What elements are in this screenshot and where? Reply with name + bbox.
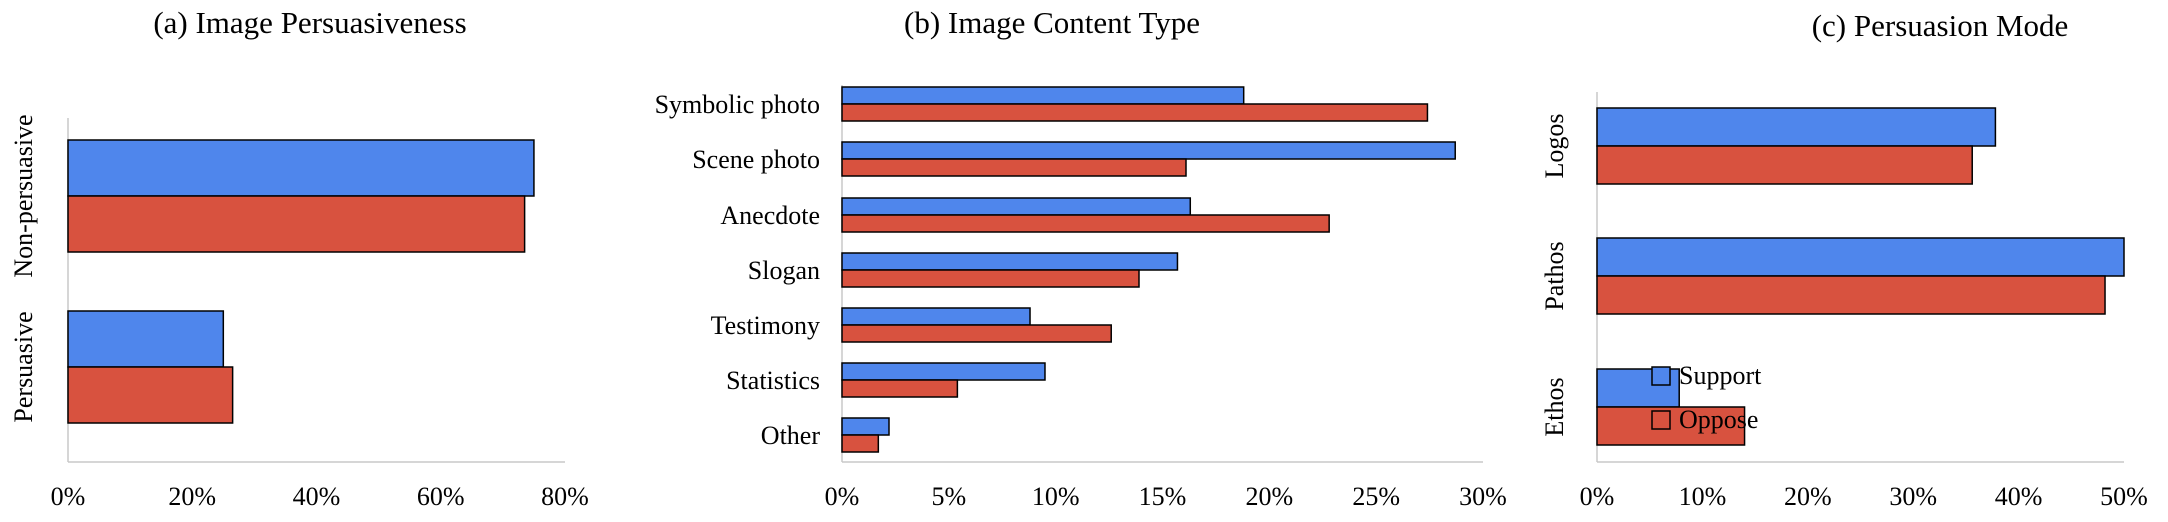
chart-panels: (a) Image Persuasiveness 0% 20% 40% 60% 80% No…: [9, 5, 2148, 511]
x-tick-label: 60%: [417, 482, 465, 511]
bar-oppose: [1596, 275, 2106, 315]
chart-panel-2: (b) Image Content Type 0% 5% 10% 15% 20% 25% 30…: [655, 5, 1507, 511]
bar-support: [841, 417, 890, 436]
bar-oppose: [841, 158, 1187, 177]
x-tick-label: 40%: [1995, 482, 2043, 511]
bar-oppose: [1596, 145, 1973, 185]
legend-oppose-swatch: [1651, 410, 1671, 430]
x-tick-label: 80%: [541, 482, 589, 511]
category-label: Logos: [1540, 114, 1569, 179]
category-label: Scene photo: [692, 145, 820, 174]
x-tick-label: 0%: [825, 482, 860, 511]
x-tick-label: 40%: [293, 482, 341, 511]
category-label: Anecdote: [720, 201, 820, 230]
legend-oppose-label: Oppose: [1679, 405, 1758, 434]
bar-support: [67, 310, 225, 368]
bar-support: [841, 141, 1456, 160]
category-label: Ethos: [1540, 377, 1569, 436]
bar-oppose: [841, 214, 1330, 233]
x-tick-label: 0%: [51, 482, 86, 511]
x-tick-label: 10%: [1032, 482, 1080, 511]
chart-title: (c) Persuasion Mode: [1812, 8, 2069, 43]
chart-title: (a) Image Persuasiveness: [153, 5, 466, 40]
chart-title: (b) Image Content Type: [904, 5, 1200, 40]
x-tick-label: 25%: [1352, 482, 1400, 511]
x-tick-label: 20%: [1784, 482, 1832, 511]
x-tick-label: 0%: [1580, 482, 1615, 511]
category-label: Pathos: [1540, 241, 1569, 310]
bar-support: [67, 139, 535, 197]
category-label: Slogan: [748, 256, 820, 285]
bar-oppose: [1596, 406, 1746, 446]
category-label: Symbolic photo: [655, 90, 820, 119]
category-label: Persuasive: [9, 311, 38, 422]
bar-support: [841, 86, 1245, 105]
category-label: Statistics: [726, 366, 820, 395]
bar-oppose: [67, 366, 234, 424]
bar-support: [841, 197, 1192, 216]
legend-support-label: Support: [1679, 361, 1762, 390]
bar-oppose: [841, 379, 959, 398]
bar-oppose: [67, 195, 526, 253]
legend: Support Oppose: [1651, 361, 1762, 434]
x-tick-label: 30%: [1889, 482, 1937, 511]
bar-support: [841, 252, 1179, 271]
x-tick-label: 30%: [1459, 482, 1507, 511]
x-tick-label: 15%: [1139, 482, 1187, 511]
legend-support-swatch: [1651, 366, 1671, 386]
x-tick-label: 5%: [931, 482, 966, 511]
bar-oppose: [841, 434, 880, 453]
bar-support: [1596, 237, 2125, 277]
x-tick-label: 50%: [2100, 482, 2148, 511]
bar-support: [841, 362, 1046, 381]
category-label: Other: [761, 421, 821, 450]
chart-panel-1: (a) Image Persuasiveness 0% 20% 40% 60% 80% No…: [9, 5, 589, 511]
chart-panel-3: (c) Persuasion Mode 0% 10% 20% 30% 40% 50% Logo…: [1540, 8, 2148, 511]
bar-support: [841, 307, 1031, 326]
category-label: Non-persuasive: [9, 114, 38, 277]
category-label: Testimony: [711, 311, 820, 340]
bar-support: [1596, 107, 1997, 147]
x-tick-label: 20%: [168, 482, 216, 511]
bar-oppose: [841, 103, 1429, 122]
bar-oppose: [841, 324, 1112, 343]
bar-oppose: [841, 269, 1140, 288]
x-tick-label: 20%: [1245, 482, 1293, 511]
x-tick-label: 10%: [1679, 482, 1727, 511]
